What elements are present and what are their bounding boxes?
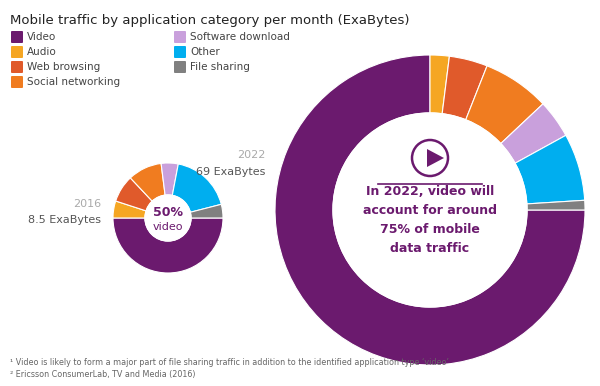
Wedge shape — [116, 178, 152, 211]
Wedge shape — [515, 135, 584, 204]
Text: Software download: Software download — [190, 32, 290, 42]
FancyBboxPatch shape — [174, 46, 186, 58]
Circle shape — [333, 113, 527, 307]
Wedge shape — [161, 163, 178, 195]
Text: 50%: 50% — [153, 205, 183, 218]
Text: 69 ExaBytes: 69 ExaBytes — [196, 167, 265, 177]
Wedge shape — [113, 218, 223, 273]
Text: Other: Other — [190, 47, 220, 57]
FancyBboxPatch shape — [11, 46, 23, 58]
Wedge shape — [130, 163, 165, 201]
FancyBboxPatch shape — [174, 31, 186, 43]
Text: Audio: Audio — [27, 47, 57, 57]
Polygon shape — [427, 149, 444, 167]
Wedge shape — [501, 104, 566, 163]
Text: In 2022, video will
account for around
75% of mobile
data traffic: In 2022, video will account for around 7… — [363, 185, 497, 255]
Wedge shape — [172, 164, 221, 212]
Wedge shape — [275, 55, 585, 365]
Text: File sharing: File sharing — [190, 62, 250, 72]
Text: 2022: 2022 — [236, 150, 265, 160]
Circle shape — [145, 195, 191, 241]
Text: ¹ Video is likely to form a major part of file sharing traffic in addition to th: ¹ Video is likely to form a major part o… — [10, 358, 449, 367]
Text: Mobile traffic by application category per month (ExaBytes): Mobile traffic by application category p… — [10, 14, 409, 27]
FancyBboxPatch shape — [11, 31, 23, 43]
FancyBboxPatch shape — [174, 61, 186, 73]
Text: 2016: 2016 — [73, 199, 101, 209]
Wedge shape — [430, 55, 449, 114]
Text: Social networking: Social networking — [27, 77, 120, 87]
Wedge shape — [466, 66, 543, 144]
Wedge shape — [442, 56, 487, 120]
Wedge shape — [190, 204, 223, 218]
Text: 8.5 ExaBytes: 8.5 ExaBytes — [28, 215, 101, 225]
FancyBboxPatch shape — [11, 61, 23, 73]
Wedge shape — [527, 200, 585, 210]
Text: Video: Video — [27, 32, 56, 42]
FancyBboxPatch shape — [11, 76, 23, 88]
Text: Web browsing: Web browsing — [27, 62, 100, 72]
Text: video: video — [153, 222, 183, 232]
Wedge shape — [113, 201, 146, 218]
Text: ² Ericsson ConsumerLab, TV and Media (2016): ² Ericsson ConsumerLab, TV and Media (20… — [10, 370, 196, 379]
